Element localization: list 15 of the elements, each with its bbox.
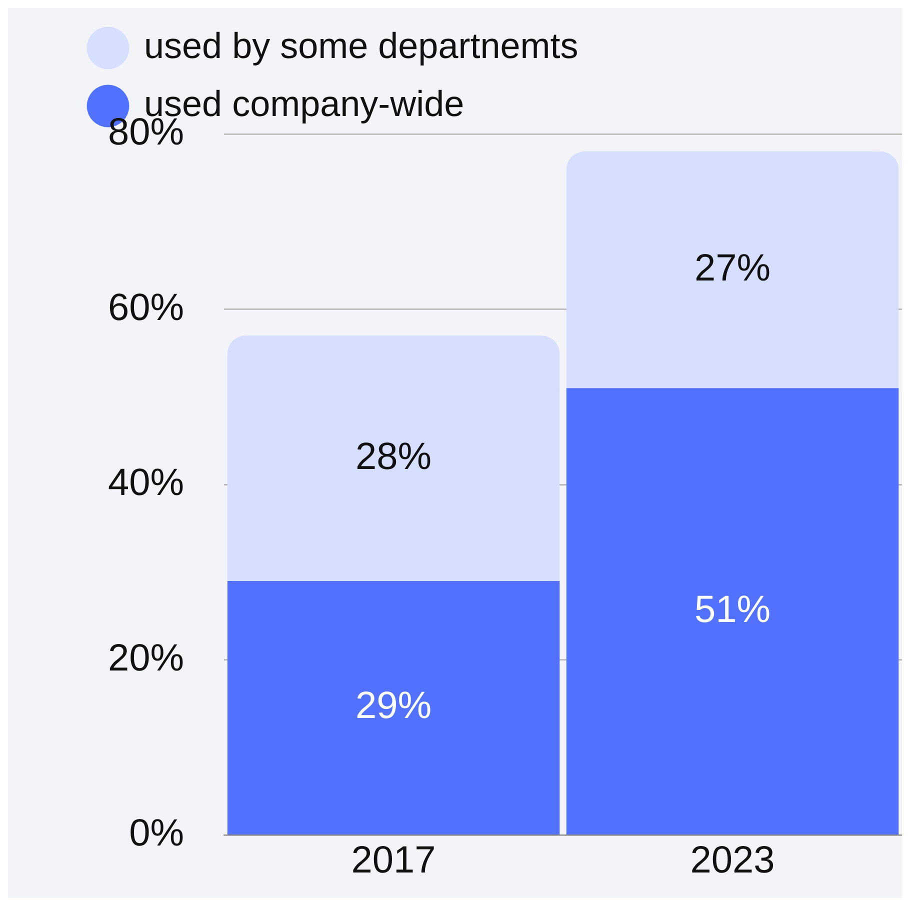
data-label: 28% (356, 436, 432, 478)
bar (227, 581, 560, 834)
y-tick-label: 40% (108, 462, 184, 504)
y-tick-label: 60% (108, 286, 184, 329)
legend-label: used by some departnemts (144, 24, 578, 66)
bar (566, 388, 899, 834)
data-label: 27% (694, 247, 771, 290)
bar (566, 152, 899, 388)
data-label: 51% (694, 588, 771, 631)
data-label: 29% (356, 685, 432, 728)
y-tick-label: 0% (129, 812, 184, 855)
x-tick-label: 2023 (690, 839, 775, 882)
bar (227, 336, 560, 582)
y-tick-label: 20% (108, 637, 184, 680)
x-tick-label: 2017 (351, 839, 436, 882)
